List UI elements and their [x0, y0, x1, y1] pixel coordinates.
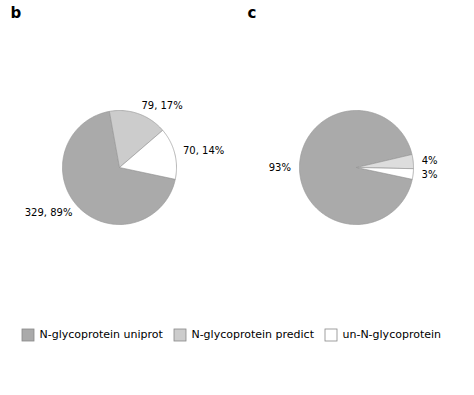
html-text:un-N-glycoprotein: un-N-glycoprotein — [342, 328, 441, 341]
svg-text:70, 14%: 70, 14% — [183, 145, 224, 156]
svg-text:79, 17%: 79, 17% — [141, 100, 182, 111]
svg-text:4%: 4% — [421, 155, 437, 166]
html-text:b: b — [10, 4, 22, 22]
svg-text:329, 89%: 329, 89% — [24, 207, 72, 218]
html-text:N-glycoprotein predict: N-glycoprotein predict — [191, 328, 314, 341]
svg-text:3%: 3% — [421, 169, 437, 180]
html-text:N-glycoprotein uniprot: N-glycoprotein uniprot — [39, 328, 163, 341]
html-text:c: c — [247, 4, 257, 22]
svg-text:93%: 93% — [268, 162, 290, 173]
